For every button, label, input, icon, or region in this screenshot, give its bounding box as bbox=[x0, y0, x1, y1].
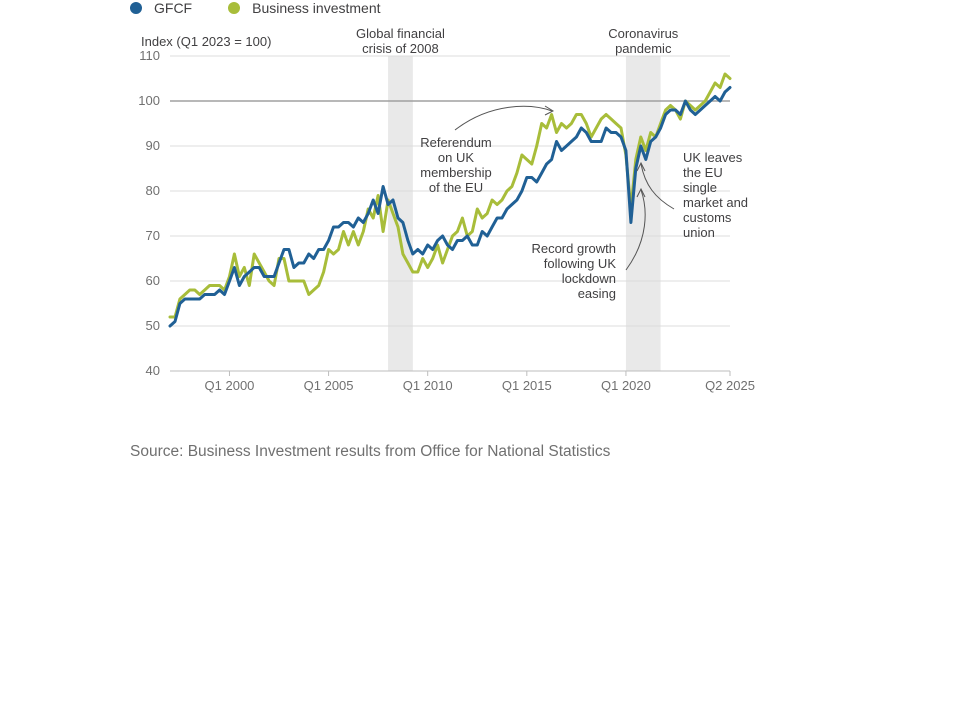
annotation-line: of the EU bbox=[429, 180, 483, 195]
legend-swatch-business-investment bbox=[228, 2, 241, 14]
annotation-line: lockdown bbox=[562, 271, 616, 286]
y-tick-label: 110 bbox=[139, 48, 160, 63]
annotation-line: easing bbox=[578, 286, 616, 301]
annotation-arrowhead-0 bbox=[544, 105, 555, 116]
series-line-gfcf bbox=[168, 86, 732, 328]
annotation-1: Record growth following UK lockdown easing bbox=[531, 241, 616, 301]
annotation-arrowhead-1 bbox=[636, 187, 646, 198]
shaded-period-label-line: Global financial bbox=[356, 26, 445, 41]
annotation-line: Referendum bbox=[420, 135, 492, 150]
axes: 40 50 60 70 80 90 100 110 Q1 2000 Q1 2005 Q1 2010 Q… bbox=[138, 48, 755, 393]
y-tick-label: 90 bbox=[146, 138, 160, 153]
source-note: Source: Business Investment results from… bbox=[130, 443, 611, 460]
y-tick-label: 40 bbox=[146, 363, 160, 378]
y-tick-label: 70 bbox=[146, 228, 160, 243]
annotation-0: Referendum on UK membership of the EU bbox=[420, 135, 492, 195]
annotation-line: membership bbox=[420, 165, 492, 180]
annotation-line: Record growth bbox=[531, 241, 616, 256]
annotation-line: market and bbox=[683, 195, 748, 210]
legend-item-business-investment: Business investment bbox=[228, 0, 381, 16]
x-tick-label: Q1 2005 bbox=[304, 378, 354, 393]
series-line-business-investment bbox=[168, 72, 732, 319]
annotation-line: customs bbox=[683, 210, 732, 225]
y-axis-label: Index (Q1 2023 = 100) bbox=[141, 34, 271, 49]
annotation-line: on UK bbox=[438, 150, 474, 165]
annotation-line: following UK bbox=[544, 256, 617, 271]
y-tick-label: 50 bbox=[146, 318, 160, 333]
x-tick-label: Q2 2025 bbox=[705, 378, 755, 393]
x-tick-label: Q1 2020 bbox=[601, 378, 651, 393]
annotation-arrow-1 bbox=[625, 189, 646, 271]
shaded-period-label-line: crisis of 2008 bbox=[362, 41, 439, 56]
annotation-line: UK leaves bbox=[683, 150, 743, 165]
legend-swatch-gfcf bbox=[130, 2, 142, 14]
legend-item-gfcf: GFCF bbox=[130, 0, 192, 16]
annotation-arrow-2 bbox=[640, 163, 675, 210]
annotation-line: the EU bbox=[683, 165, 723, 180]
shaded-period-label-line: pandemic bbox=[615, 41, 672, 56]
annotations: Referendum on UK membership of the EU Record… bbox=[420, 105, 748, 301]
legend-label-gfcf: GFCF bbox=[154, 0, 193, 16]
annotation-line: union bbox=[683, 225, 715, 240]
x-tick-label: Q1 2000 bbox=[205, 378, 255, 393]
shaded-period-label-0: Global financial crisis of 2008 bbox=[356, 26, 445, 56]
line-chart: Global financial crisis of 2008 Coronaviru… bbox=[138, 26, 755, 393]
y-tick-label: 80 bbox=[146, 183, 160, 198]
shaded-period-label-line: Coronavirus bbox=[608, 26, 679, 41]
annotation-arrowhead-2 bbox=[636, 161, 646, 172]
x-tick-label: Q1 2010 bbox=[403, 378, 453, 393]
legend-label-business-investment: Business investment bbox=[252, 0, 381, 16]
x-tick-label: Q1 2015 bbox=[502, 378, 552, 393]
shaded-period-label-1: Coronavirus pandemic bbox=[608, 26, 679, 56]
y-tick-label: 60 bbox=[146, 273, 160, 288]
y-tick-label: 100 bbox=[138, 93, 160, 108]
legend: GFCF Business investment bbox=[130, 0, 417, 16]
annotation-line: single bbox=[683, 180, 717, 195]
series-lines bbox=[168, 72, 732, 328]
annotation-2: UK leaves the EU single market and customs un… bbox=[683, 150, 748, 240]
annotation-arrow-0 bbox=[454, 105, 553, 131]
